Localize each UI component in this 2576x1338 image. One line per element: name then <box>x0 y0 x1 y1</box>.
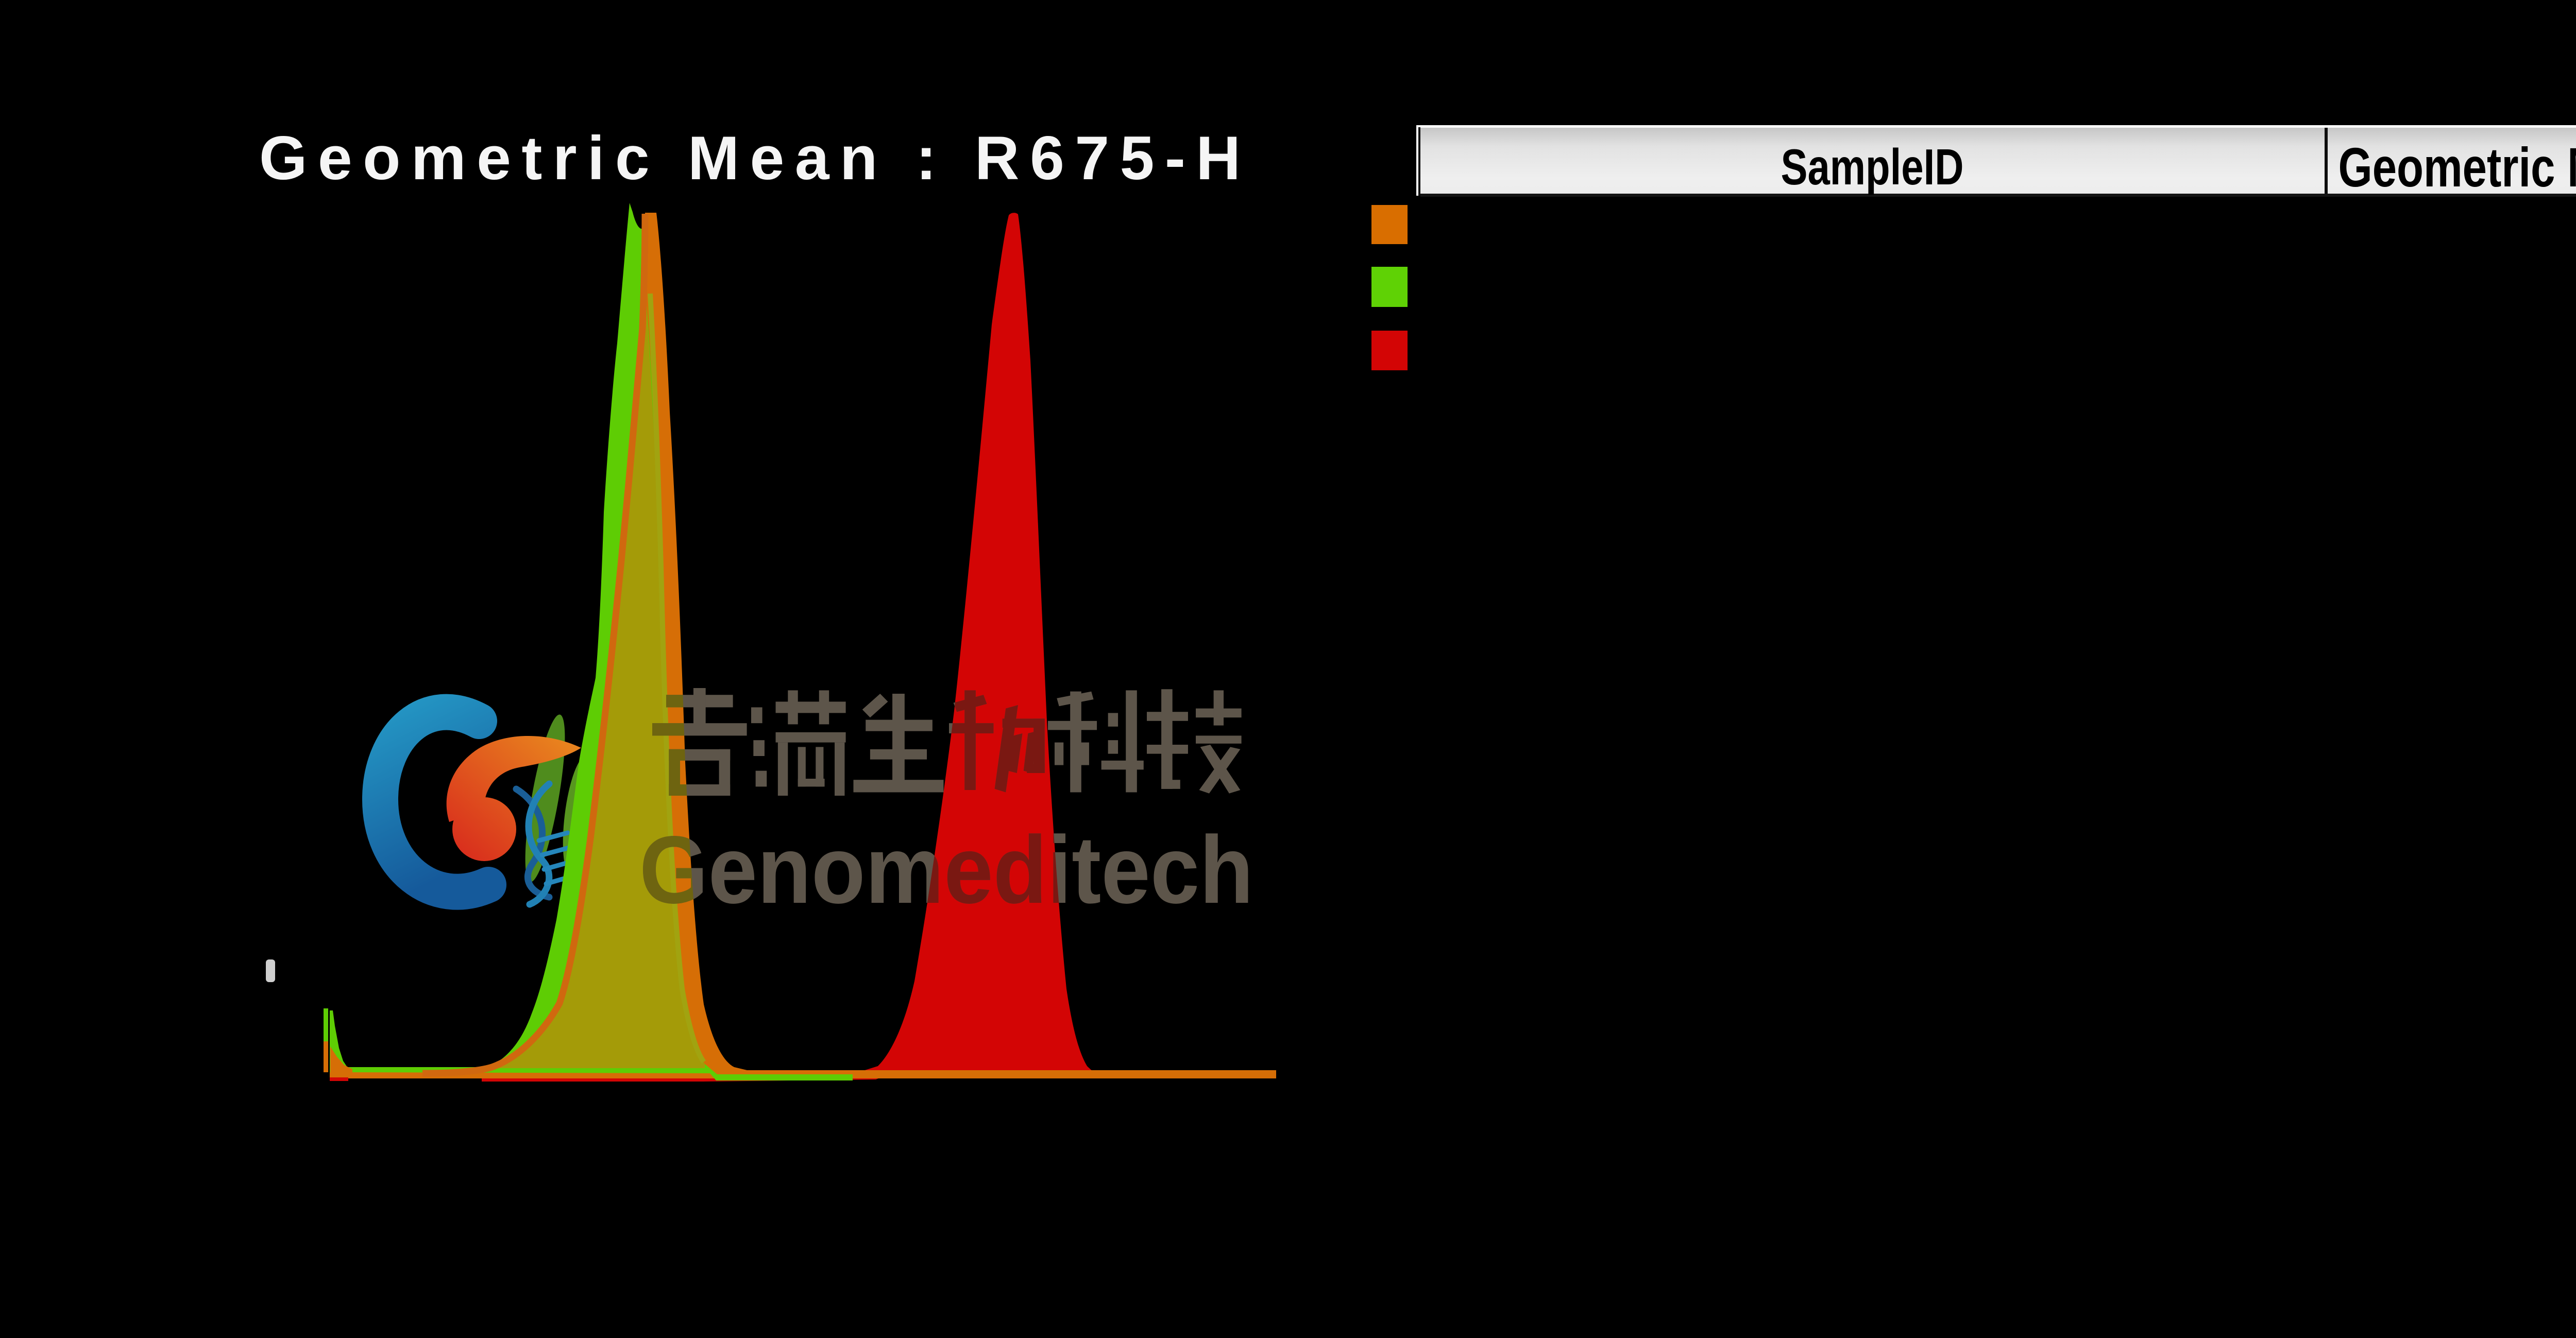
svg-text:Geometric Mean : R675-H: Geometric Mean : R675-H <box>259 124 1241 193</box>
svg-text:Geometric Mean : R675-H: Geometric Mean : R675-H <box>2338 136 2576 198</box>
svg-text:SampleID: SampleID <box>1781 139 1964 195</box>
